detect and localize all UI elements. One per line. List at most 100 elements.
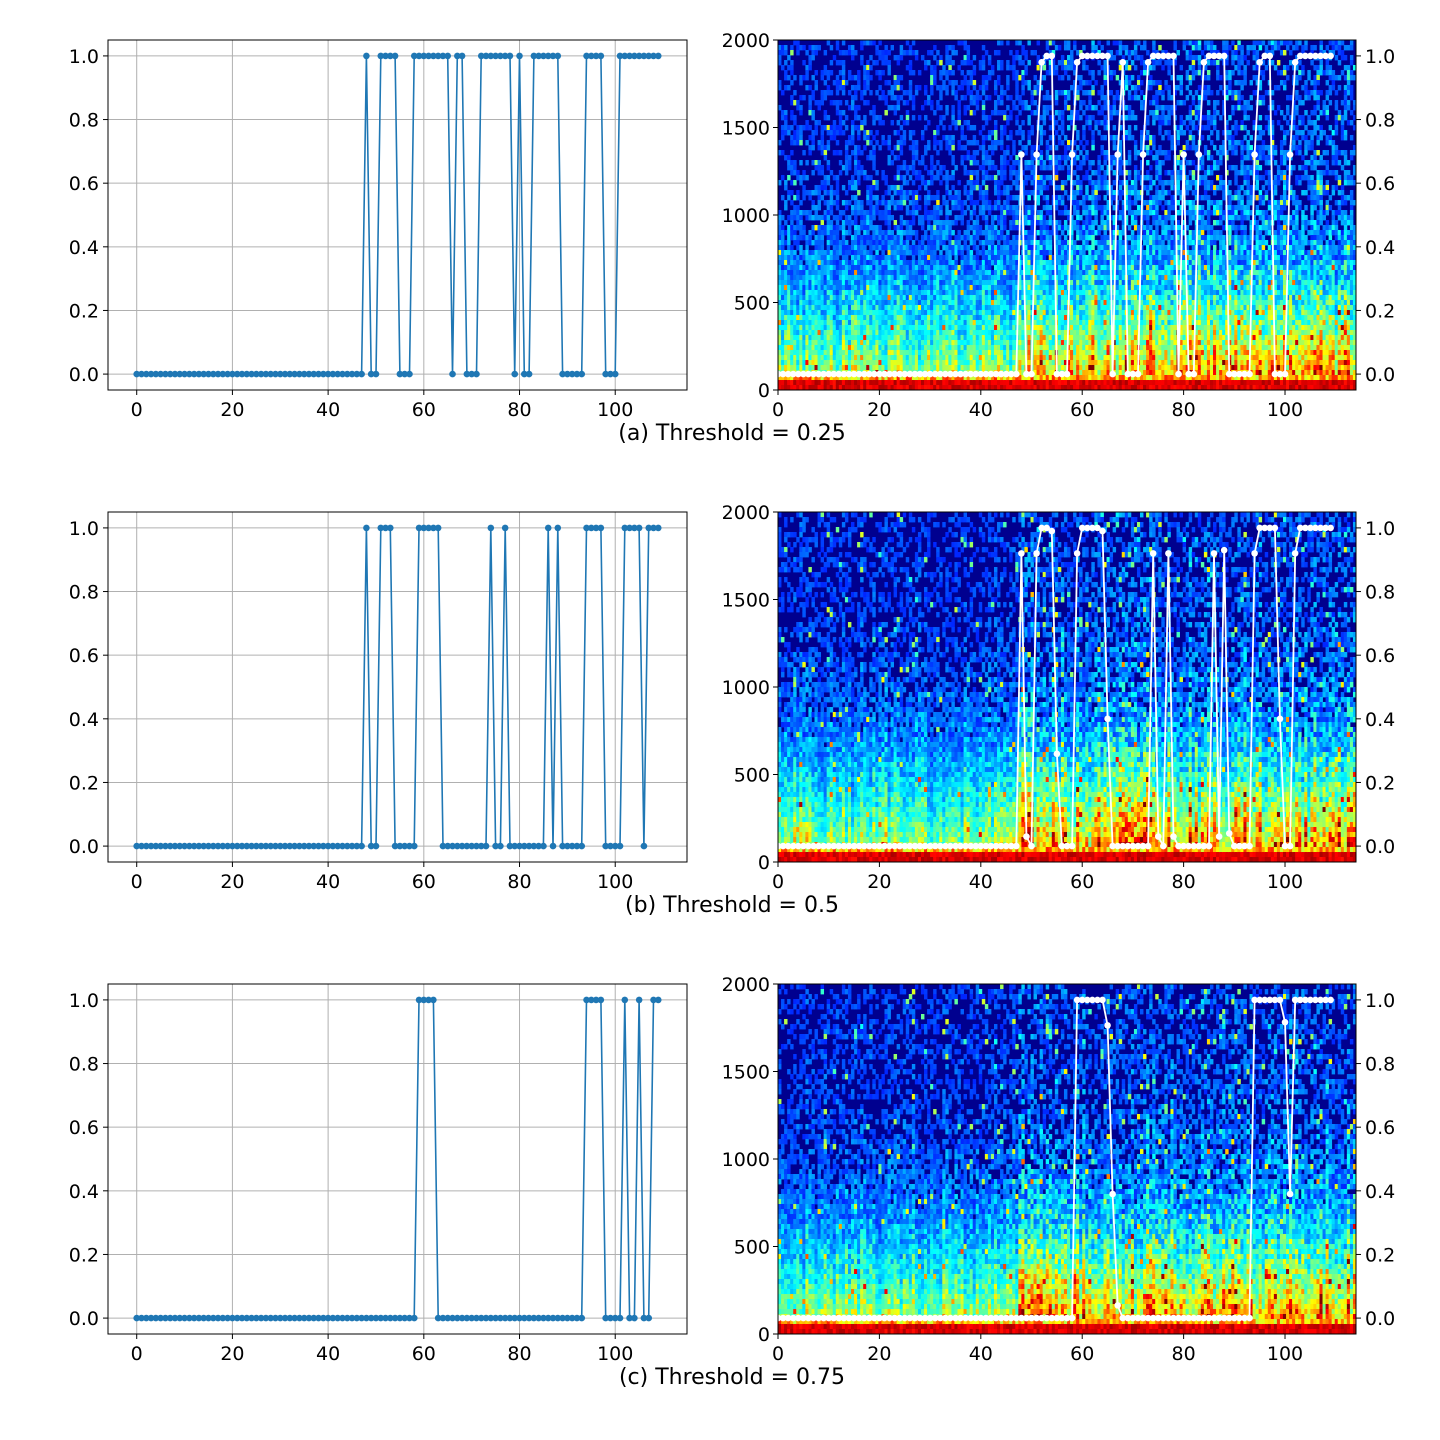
data-point bbox=[267, 842, 274, 850]
data-point bbox=[377, 52, 385, 60]
data-point bbox=[578, 1314, 586, 1322]
overlay-point bbox=[1286, 842, 1294, 850]
x-tick-label: 20 bbox=[867, 1343, 891, 1365]
y-tick-label: 0.4 bbox=[69, 237, 99, 259]
overlay-point bbox=[1307, 524, 1314, 532]
data-point bbox=[186, 1314, 193, 1322]
overlay-point bbox=[1215, 52, 1223, 60]
overlay-point bbox=[942, 842, 949, 850]
overlay-point bbox=[982, 842, 990, 850]
data-point bbox=[535, 1314, 542, 1322]
x-tick-label: 60 bbox=[412, 1343, 436, 1365]
overlay-point bbox=[1231, 1314, 1238, 1322]
x-tick-label: 0 bbox=[131, 1343, 143, 1365]
data-point bbox=[147, 842, 155, 850]
data-point bbox=[276, 370, 284, 378]
x-tick-label: 60 bbox=[412, 871, 436, 893]
overlay-point bbox=[1068, 151, 1076, 158]
data-point bbox=[253, 1314, 260, 1322]
x-tick-label: 100 bbox=[597, 1343, 633, 1365]
x-tick-label: 0 bbox=[772, 871, 784, 893]
data-point bbox=[300, 370, 308, 378]
data-point bbox=[391, 1314, 399, 1322]
overlay-point bbox=[1271, 370, 1279, 378]
data-point bbox=[497, 1314, 504, 1322]
data-point bbox=[468, 842, 475, 850]
data-point bbox=[626, 1314, 633, 1322]
data-point bbox=[540, 52, 547, 60]
overlay-point bbox=[891, 1314, 898, 1322]
data-point bbox=[396, 842, 404, 850]
data-point bbox=[305, 1314, 313, 1322]
overlay-point bbox=[947, 1314, 954, 1322]
data-point bbox=[200, 370, 208, 378]
data-point bbox=[554, 524, 562, 532]
overlay-point bbox=[1043, 524, 1051, 532]
data-point bbox=[554, 52, 562, 60]
plot-area bbox=[108, 984, 687, 1334]
overlay-point bbox=[1104, 52, 1111, 60]
overlay-point bbox=[876, 842, 883, 850]
overlay-point bbox=[1028, 1314, 1035, 1322]
overlay-point bbox=[840, 1314, 848, 1322]
data-point bbox=[133, 1314, 141, 1322]
overlay-point bbox=[1002, 370, 1010, 378]
plot-frame bbox=[107, 39, 688, 391]
data-point bbox=[353, 1314, 361, 1322]
data-point bbox=[300, 1314, 308, 1322]
data-point bbox=[473, 1314, 480, 1322]
data-point bbox=[587, 996, 595, 1004]
overlay-point bbox=[987, 370, 995, 378]
overlay-point bbox=[1210, 1314, 1218, 1322]
data-point bbox=[190, 1314, 198, 1322]
data-point bbox=[377, 524, 385, 532]
y-tick-label: 500 bbox=[734, 765, 770, 787]
data-point bbox=[492, 1314, 499, 1322]
overlay-point bbox=[1185, 1314, 1192, 1322]
overlay-point bbox=[952, 370, 959, 378]
overlay-point bbox=[957, 370, 964, 378]
data-point bbox=[425, 996, 432, 1004]
data-point bbox=[540, 1314, 547, 1322]
data-point bbox=[487, 524, 495, 532]
overlay-point bbox=[1281, 842, 1289, 850]
data-point bbox=[291, 1314, 298, 1322]
data-point bbox=[454, 52, 461, 60]
overlay-point bbox=[977, 842, 985, 850]
overlay-point bbox=[1220, 1314, 1228, 1322]
overlay-point bbox=[997, 842, 1005, 850]
x-tick-label: 40 bbox=[316, 871, 340, 893]
data-point bbox=[492, 842, 499, 850]
data-point bbox=[315, 842, 322, 850]
overlay-point bbox=[1129, 370, 1137, 378]
data-point bbox=[516, 842, 523, 850]
overlay-point bbox=[830, 842, 838, 850]
data-point bbox=[233, 1314, 241, 1322]
data-point bbox=[377, 1314, 385, 1322]
data-point bbox=[516, 52, 523, 60]
overlay-point bbox=[1043, 1314, 1051, 1322]
data-point bbox=[358, 1314, 365, 1322]
data-point bbox=[233, 370, 241, 378]
data-point bbox=[248, 1314, 255, 1322]
data-point bbox=[300, 842, 308, 850]
y-tick-label: 2000 bbox=[722, 502, 770, 524]
overlay-point bbox=[1276, 370, 1284, 378]
data-point bbox=[645, 1314, 653, 1322]
data-point bbox=[281, 1314, 289, 1322]
data-point bbox=[501, 52, 509, 60]
data-point bbox=[559, 842, 566, 850]
data-point bbox=[262, 370, 270, 378]
overlay-point bbox=[1266, 524, 1274, 532]
data-point bbox=[468, 370, 475, 378]
overlay-point bbox=[1007, 370, 1015, 378]
data-point bbox=[544, 52, 552, 60]
data-point bbox=[511, 1314, 519, 1322]
data-point bbox=[382, 524, 389, 532]
overlay-point bbox=[896, 1314, 903, 1322]
data-point bbox=[171, 842, 179, 850]
data-point bbox=[320, 1314, 327, 1322]
x-tick-label: 0 bbox=[772, 399, 784, 421]
y2-tick-label: 0.2 bbox=[1365, 772, 1395, 794]
data-point bbox=[578, 370, 586, 378]
